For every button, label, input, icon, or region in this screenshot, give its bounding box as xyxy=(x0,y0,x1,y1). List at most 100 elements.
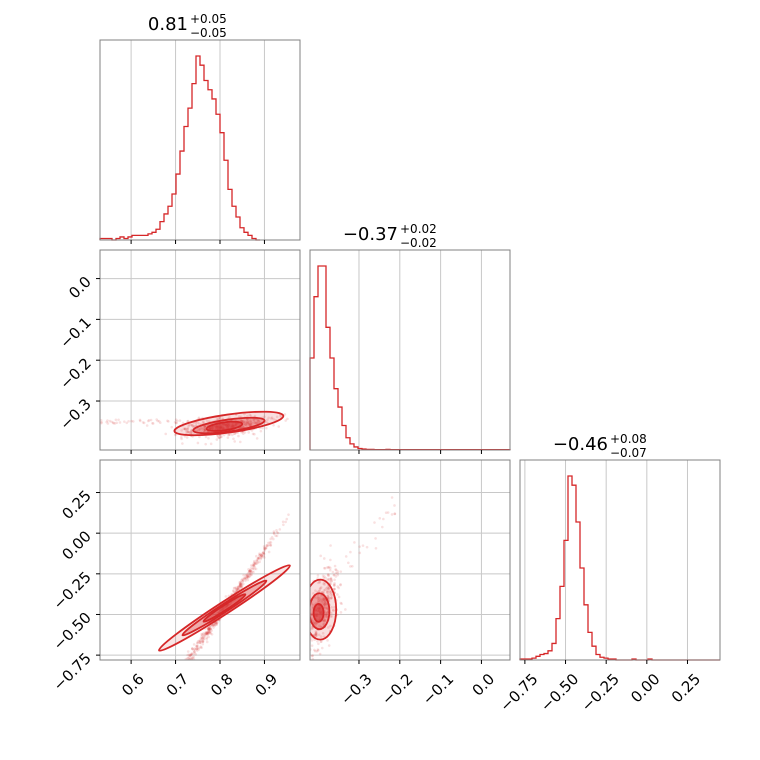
sample-point xyxy=(196,640,200,643)
sample-point xyxy=(262,552,266,555)
sample-point xyxy=(206,631,209,635)
sample-point xyxy=(189,657,192,660)
sample-point xyxy=(245,573,248,577)
sample-point xyxy=(247,575,250,579)
sample-point xyxy=(262,551,266,555)
sample-point xyxy=(251,432,255,436)
sample-point xyxy=(189,653,192,657)
sample-point xyxy=(318,587,322,591)
sample-point xyxy=(240,585,243,589)
sample-point xyxy=(238,440,242,444)
sample-point xyxy=(353,541,356,544)
sample-point xyxy=(254,422,258,425)
sample-point xyxy=(272,531,276,535)
sample-point xyxy=(255,562,258,566)
sample-point xyxy=(265,544,269,547)
sample-point xyxy=(254,561,257,565)
sample-point xyxy=(246,571,250,575)
sample-point xyxy=(321,600,325,603)
panel-frame xyxy=(309,459,511,661)
sample-point xyxy=(218,436,221,439)
sample-point xyxy=(190,432,194,435)
sample-point xyxy=(244,420,247,424)
sample-point xyxy=(242,422,246,425)
sample-point xyxy=(244,421,248,425)
sample-point xyxy=(329,592,333,596)
sample-point xyxy=(255,421,259,425)
sample-point xyxy=(373,521,376,524)
sample-point xyxy=(207,626,211,630)
sample-point xyxy=(327,587,331,591)
sample-point xyxy=(206,630,210,634)
sample-point xyxy=(327,596,330,599)
sample-point xyxy=(313,648,316,652)
sample-point xyxy=(239,583,242,587)
sample-point xyxy=(241,425,245,428)
sample-point xyxy=(238,581,242,584)
sample-point xyxy=(314,634,317,637)
sample-point xyxy=(248,569,251,573)
sample-point xyxy=(197,648,200,651)
sample-point xyxy=(233,432,237,435)
sample-point xyxy=(269,543,273,547)
sample-point xyxy=(198,428,201,431)
sample-point xyxy=(324,613,328,617)
sample-point xyxy=(198,427,202,431)
sample-point xyxy=(246,420,250,424)
sample-point xyxy=(207,629,211,632)
sample-point xyxy=(255,559,258,563)
sample-point xyxy=(374,537,377,540)
sample-point xyxy=(233,432,236,436)
sample-point xyxy=(243,431,247,434)
sample-point xyxy=(248,570,252,573)
sample-point xyxy=(232,590,235,593)
sample-point xyxy=(325,612,328,616)
sample-point xyxy=(322,598,326,602)
histogram-step-0 xyxy=(99,55,260,241)
sample-point xyxy=(325,613,329,617)
sample-point xyxy=(336,571,340,575)
sample-point xyxy=(205,632,208,635)
sample-point xyxy=(250,571,253,575)
sample-point xyxy=(256,561,260,565)
sample-point xyxy=(240,584,244,588)
sample-point xyxy=(248,569,252,572)
sample-point xyxy=(319,594,323,598)
sample-point xyxy=(279,415,283,418)
sample-point xyxy=(260,556,263,560)
sample-point xyxy=(145,424,149,427)
sample-point xyxy=(278,413,282,417)
sample-point xyxy=(246,421,249,425)
sample-point xyxy=(327,565,331,569)
panel-frame xyxy=(99,249,301,451)
sample-point xyxy=(310,625,314,629)
sample-point xyxy=(323,602,327,606)
sample-point xyxy=(214,622,218,626)
sample-point xyxy=(238,585,242,588)
sample-point xyxy=(261,551,265,554)
sample-point xyxy=(322,601,325,605)
sample-point xyxy=(211,624,214,627)
sample-point xyxy=(190,653,193,656)
sample-point xyxy=(275,529,278,532)
sample-point xyxy=(207,631,211,635)
sample-point xyxy=(183,427,187,431)
sample-point xyxy=(239,583,243,586)
sample-point xyxy=(187,430,190,434)
sample-point xyxy=(323,566,327,570)
sample-point xyxy=(318,599,322,603)
sample-point xyxy=(324,603,327,607)
sample-point xyxy=(174,421,178,425)
sample-point xyxy=(157,419,161,423)
sample-point xyxy=(106,419,109,422)
sample-point xyxy=(311,626,315,630)
sample-point xyxy=(235,588,239,592)
sample-point xyxy=(210,633,214,636)
sample-point xyxy=(248,570,251,574)
sample-point xyxy=(193,652,196,655)
sample-point xyxy=(254,567,258,571)
sample-point xyxy=(258,553,262,556)
sample-point xyxy=(208,631,212,635)
sample-point xyxy=(246,573,249,577)
sample-point xyxy=(320,600,324,604)
